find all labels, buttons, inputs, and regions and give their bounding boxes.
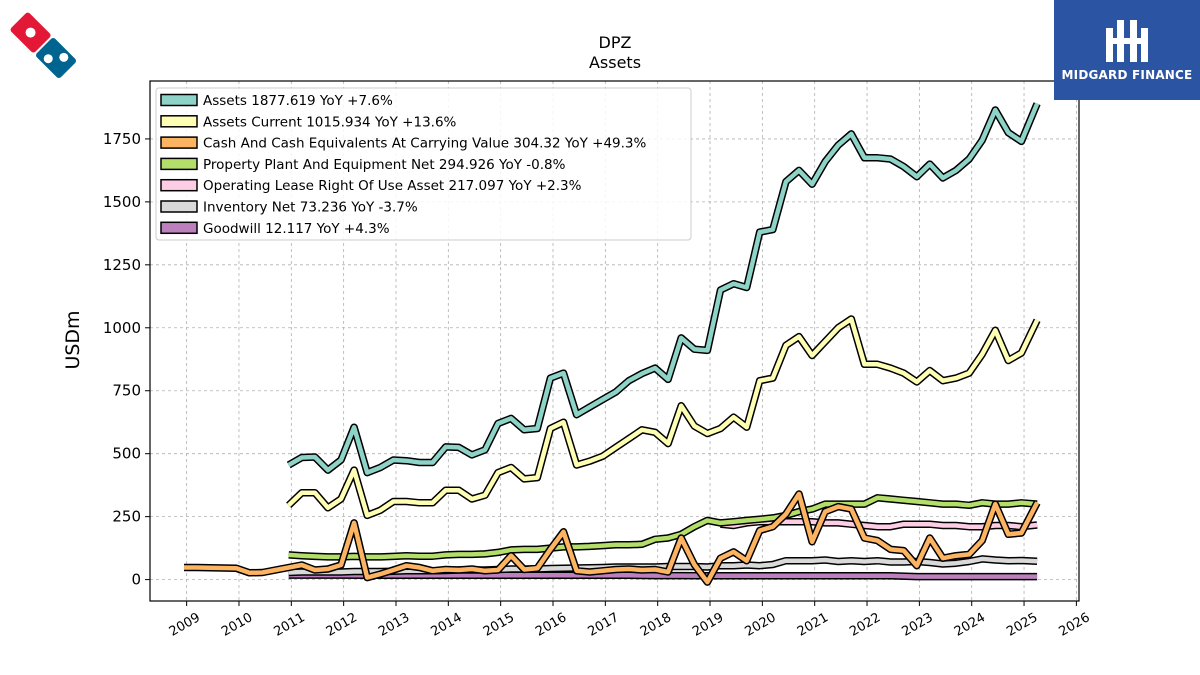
series-line [288, 572, 1038, 579]
brand-badge: MIDGARD FINANCE [1054, 0, 1200, 100]
series-assets [286, 102, 1041, 477]
y-tick-label: 1750 [103, 130, 141, 148]
series-line [287, 102, 1040, 475]
series-assets-current [286, 315, 1041, 520]
x-tick-label: 2023 [900, 610, 936, 640]
y-tick-label: 500 [112, 445, 141, 463]
x-tick-label: 2018 [638, 610, 674, 640]
legend-swatch [160, 178, 198, 192]
domino-logo-icon [4, 6, 84, 86]
series-goodwill [288, 571, 1038, 581]
legend-entry: Goodwill 12.117 YoY +4.3% [203, 221, 390, 237]
x-tick-label: 2020 [743, 610, 779, 640]
brand-name: MIDGARD FINANCE [1061, 68, 1193, 82]
series-lines [184, 102, 1041, 586]
legend-entry: Cash And Cash Equivalents At Carrying Va… [203, 136, 647, 152]
y-tick-label: 250 [112, 508, 141, 526]
legend: Assets 1877.619 YoY +7.6% Assets Current … [155, 87, 692, 241]
x-tick-label: 2017 [586, 610, 622, 640]
x-tick-label: 2015 [481, 610, 517, 640]
legend-entry: Operating Lease Right Of Use Asset 217.0… [203, 178, 582, 194]
legend-swatch [160, 115, 198, 128]
x-tick-label: 2012 [324, 610, 360, 640]
legend-entry: Inventory Net 73.236 YoY -3.7% [203, 200, 418, 216]
x-tick-label: 2022 [847, 610, 883, 640]
x-tick-label: 2021 [795, 610, 831, 640]
legend-swatch [160, 200, 198, 213]
y-axis-label: USDm [62, 310, 84, 369]
legend-entry: Assets 1877.619 YoY +7.6% [203, 93, 393, 109]
series-cash-and-cash-equivalents-at-carrying-value [184, 490, 1041, 586]
x-tick-label: 2014 [428, 610, 464, 640]
legend-swatch [160, 157, 198, 171]
plot-frame [149, 80, 1080, 602]
legend-swatch [160, 93, 198, 107]
series-line [288, 495, 1038, 560]
x-tick-label: 2013 [376, 610, 412, 640]
x-tick-label: 2026 [1057, 610, 1093, 640]
y-tick-label: 750 [112, 382, 141, 400]
legend-swatch [160, 221, 198, 235]
legend-swatch [160, 136, 198, 149]
chart-subtitle: Assets [589, 53, 641, 72]
x-tick-label: 2010 [219, 610, 255, 640]
legend-entry: Property Plant And Equipment Net 294.926… [203, 157, 566, 173]
x-tick-label: 2025 [1004, 610, 1040, 640]
y-tick-label: 1000 [103, 319, 141, 337]
x-tick-label: 2011 [271, 610, 307, 640]
x-tick-label: 2019 [690, 610, 726, 640]
legend-box [155, 87, 692, 241]
legend-entry: Assets Current 1015.934 YoY +13.6% [203, 114, 457, 130]
x-tick-label: 2009 [167, 610, 203, 640]
y-tick-label: 0 [131, 571, 141, 589]
midgard-logo-icon [1054, 6, 1200, 66]
series-line [184, 491, 1040, 585]
y-tick-label: 1500 [103, 193, 141, 211]
series-line [287, 316, 1040, 518]
x-tick-label: 2024 [952, 610, 988, 640]
series-line-outline [286, 315, 1041, 520]
chart-title: DPZ [599, 33, 632, 52]
x-tick-label: 2016 [533, 610, 569, 640]
y-tick-label: 1250 [103, 256, 141, 274]
series-property-plant-and-equipment-net [288, 494, 1038, 561]
